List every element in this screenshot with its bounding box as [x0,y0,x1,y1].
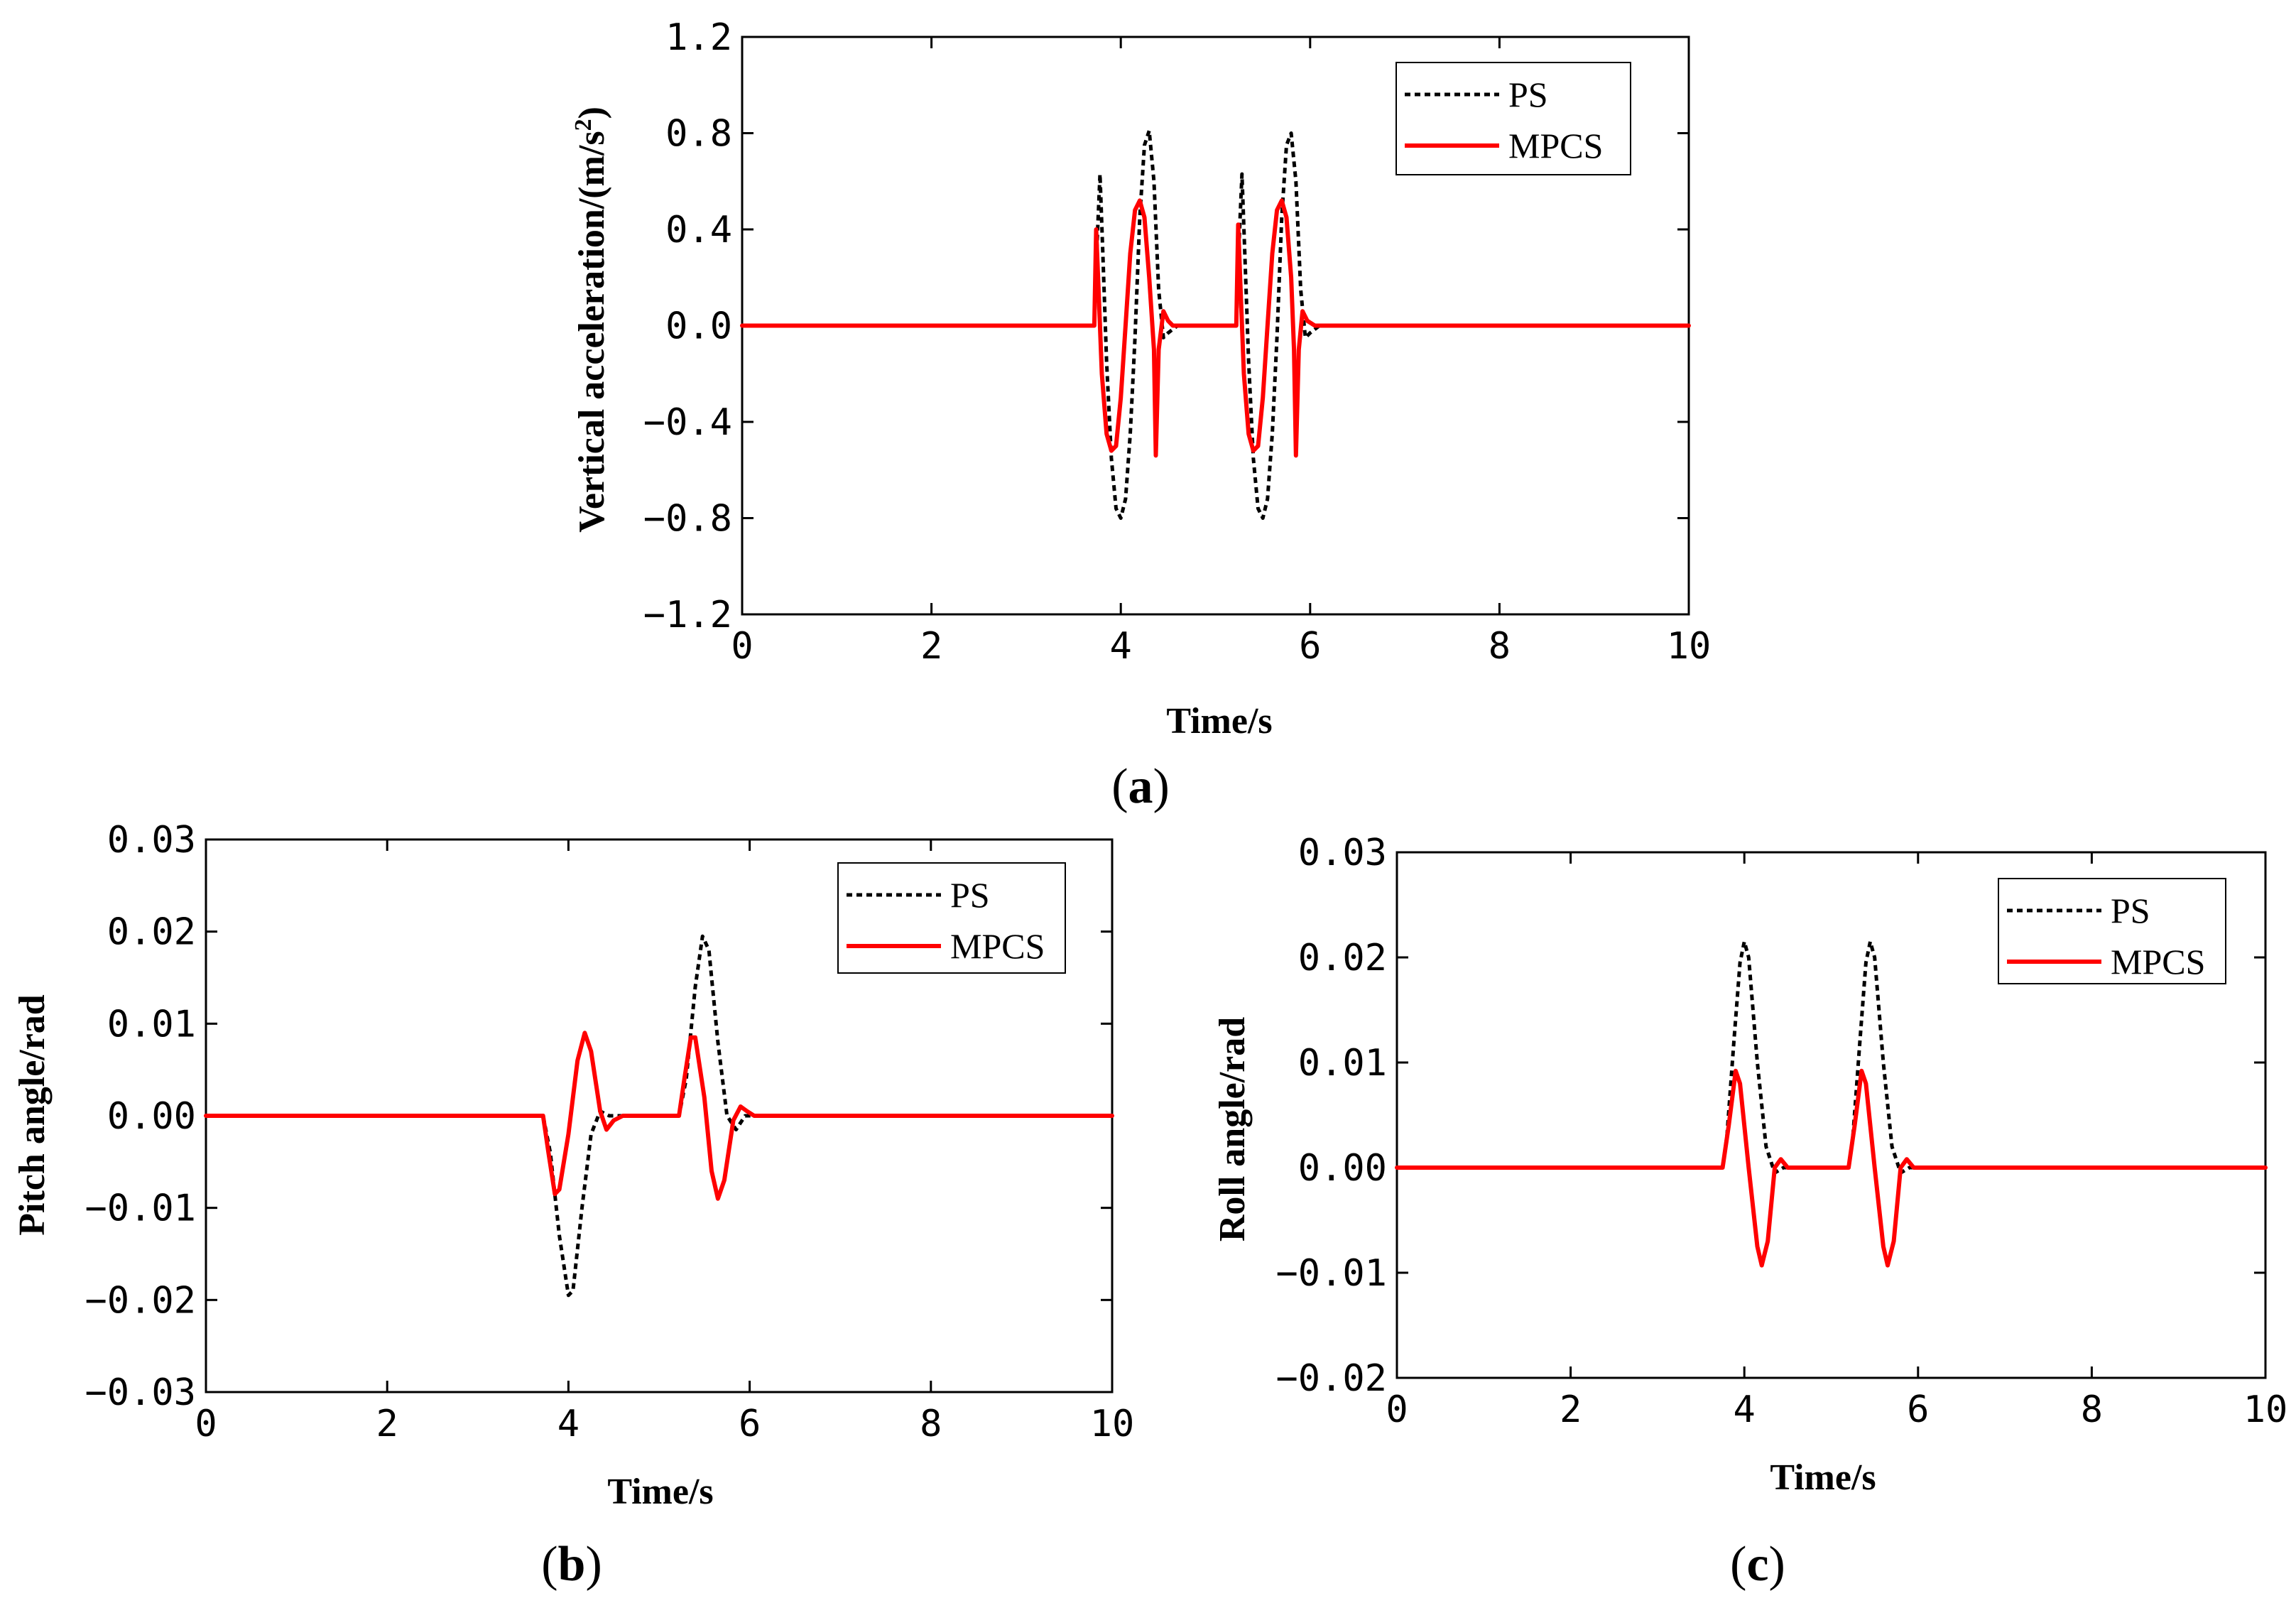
panel-b-legend-box [837,862,1066,974]
panel-b-xlabel: Time/s [607,1472,713,1512]
panel-a-caption-letter: a [1128,759,1153,814]
panel-c-xtick-label: 8 [2081,1389,2103,1431]
panel-b-xtick-label: 10 [1090,1403,1135,1445]
panel-b-axes: 0 2 4 6 8 10 0.03 0.02 0.01 0.00 −0.01 −0.02 −0.03 PS… [85,819,1134,1445]
panel-a-xtick-label: 0 [731,625,753,668]
panel-b-ytick-label: 0.00 [107,1095,196,1138]
panel-b-caption-letter: b [558,1537,586,1592]
panel-c-series-mpcs-line [1395,1068,2268,1268]
panel-c: 0 2 4 6 8 100.030.020.010.00−0.01−0.02PSMPCS … [1212,832,2287,1592]
panel-a-ylabel-sup: 2 [570,119,597,131]
panel-c-ytick-label: 0.00 [1298,1147,1387,1190]
panel-a-caption: (a) [1111,759,1170,814]
panel-c-axes-box [1395,851,2267,1379]
panel-b-ytick-label: −0.02 [85,1279,196,1322]
panel-c-legend-label-mpcs: MPCS [2111,942,2205,982]
panel-a-ytick-label: 1.2 [665,16,732,59]
panel-b-series-mpcs-line [204,1031,1114,1201]
panel-a-xtick-label: 2 [920,625,942,668]
panel-c-ytick-label: 0.02 [1298,937,1387,979]
panel-a-axes: 0 2 4 6 8 10 1.2 0.8 0.4 0.0 −0.4 −0.8 −1.2 PS MPCS [643,16,1712,668]
panel-b: 0 2 4 6 8 10 0.03 0.02 0.01 0.00 −0.01 −0.02 −0.03 PS… [12,819,1134,1592]
panel-a-legend-label-ps: PS [1508,75,1548,114]
panel-a-ytick-label: 0.0 [665,305,732,348]
panel-b-xtick-label: 6 [739,1403,761,1445]
panel-c-ytick-label: −0.01 [1275,1252,1387,1295]
panel-c-xtick-label: 4 [1734,1389,1756,1431]
panel-c-xtick-label: 10 [2243,1389,2288,1431]
panel-b-xtick-label: 8 [920,1403,942,1445]
panel-b-ytick-label: −0.03 [85,1371,196,1414]
panel-c-xtick-label: 6 [1907,1389,1929,1431]
panel-b-ytick-label: 0.02 [107,911,196,954]
panel-a-xtick-label: 8 [1489,625,1511,668]
panel-c-legend-box [1998,878,2226,984]
panel-c-ytick-label: 0.03 [1298,832,1387,874]
panel-a-ytick-label: 0.4 [665,209,732,251]
panel-a-ytick-label: −0.4 [643,401,732,444]
panel-c-xtick-label: 0 [1386,1389,1408,1431]
panel-a: 0 2 4 6 8 10 1.2 0.8 0.4 0.0 −0.4 −0.8 −1.2 PS MPCS Ti… [570,16,1712,814]
panel-c-legend-label-ps: PS [2111,891,2150,930]
panel-a-ylabel-prefix: Vertical acceleration/(m/s [572,131,612,533]
panel-c-xlabel: Time/s [1770,1457,1876,1498]
panel-c-axes: 0 2 4 6 8 10 0.03 0.02 0.01 0.00 −0.01 −0.02 PS MPCS [1275,832,2287,1431]
panel-a-ylabel-suffix: ) [572,107,612,119]
panel-a-legend-label-mpcs: MPCS [1508,126,1603,165]
panel-c-ylabel: Roll angle/rad [1212,1017,1253,1241]
panel-b-ytick-label: 0.01 [107,1003,196,1045]
panel-c-ytick-label: 0.01 [1298,1042,1387,1085]
panel-a-ytick-label: −1.2 [643,594,732,636]
panel-b-caption: (b) [541,1537,602,1592]
panel-a-ylabel: Vertical acceleration/(m/s2) [570,107,613,533]
panel-c-caption: (c) [1730,1537,1785,1592]
panel-b-xtick-label: 4 [557,1403,580,1445]
panel-b-legend-label-ps: PS [950,875,990,915]
panel-a-ytick-label: −0.8 [643,498,732,540]
panel-b-series-ps-line [206,934,1112,1298]
panel-c-caption-letter: c [1746,1537,1768,1592]
panel-c-xtick-label: 2 [1560,1389,1582,1431]
panel-b-ytick-label: −0.01 [85,1188,196,1230]
panel-a-xtick-label: 10 [1667,625,1712,668]
panel-a-legend-box [1395,62,1631,175]
panel-a-ytick-label: 0.8 [665,113,732,156]
panel-a-series-mpcs-line [740,198,1691,458]
panel-a-xlabel: Time/s [1166,701,1272,741]
panel-b-xtick-label: 0 [195,1403,217,1445]
panel-c-ytick-label: −0.02 [1275,1357,1387,1400]
panel-a-xtick-label: 6 [1299,625,1321,668]
panel-b-ylabel: Pitch angle/rad [12,994,53,1236]
panel-b-ytick-label: 0.03 [107,819,196,862]
panel-b-legend-label-mpcs: MPCS [950,926,1045,966]
panel-a-xtick-label: 4 [1110,625,1132,668]
panel-b-xtick-label: 2 [376,1403,398,1445]
